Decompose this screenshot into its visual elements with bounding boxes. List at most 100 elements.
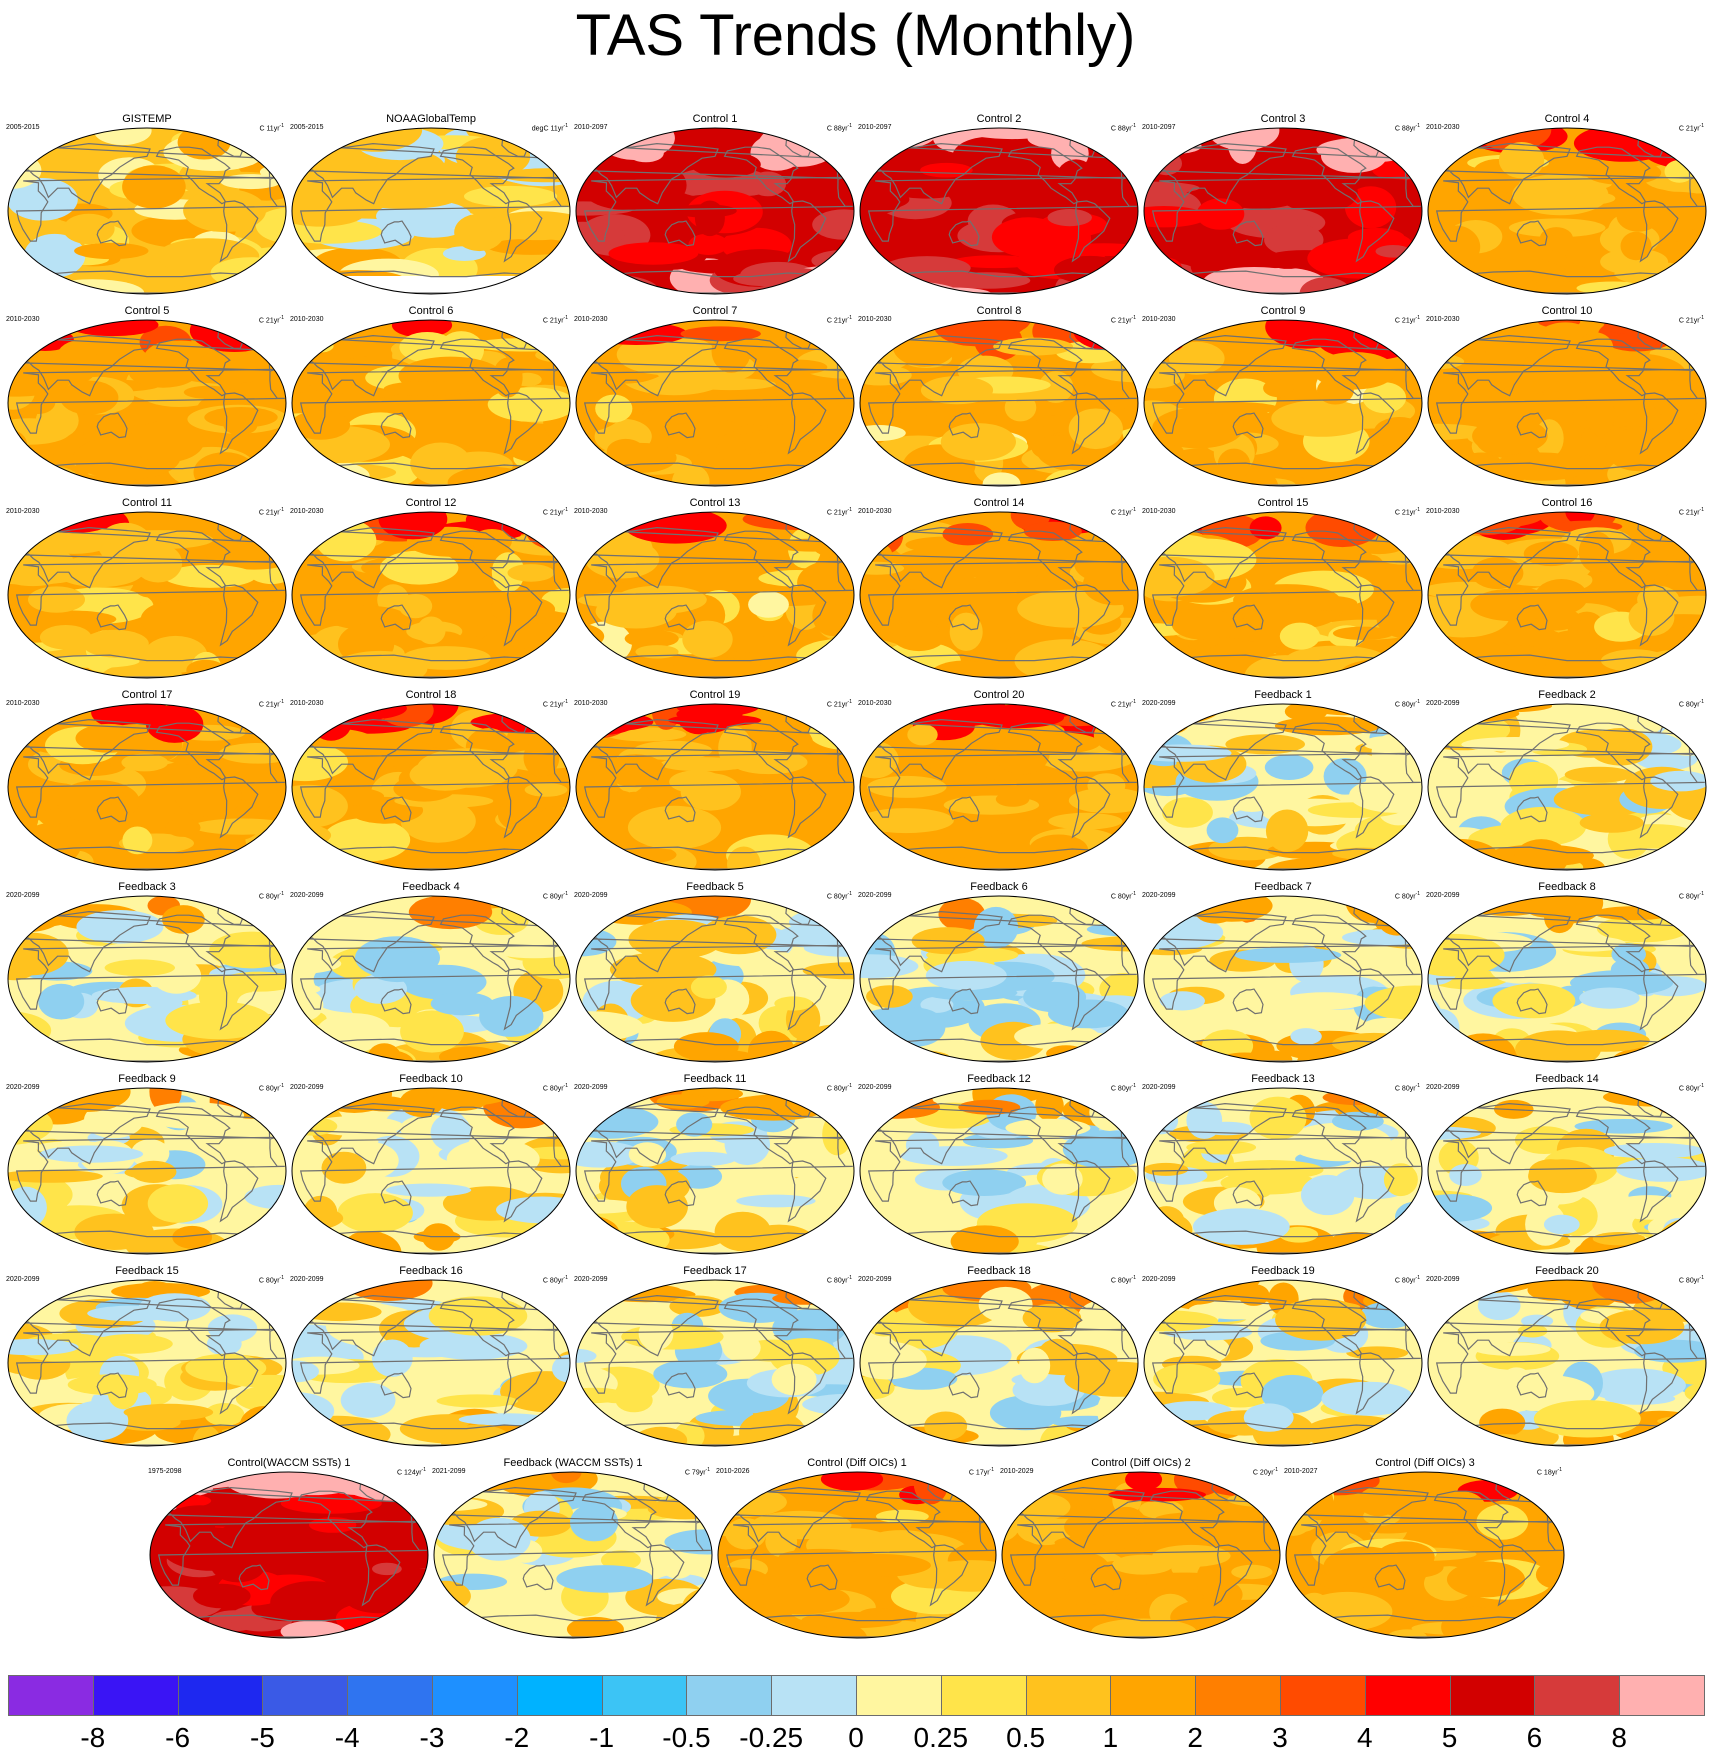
coastline	[1575, 1298, 1651, 1357]
map-field-cell	[1022, 1303, 1082, 1333]
panel-title: Control(WACCM SSTs) 1	[227, 1457, 351, 1469]
colorbar-swatch	[1364, 1675, 1451, 1716]
coastline	[1151, 944, 1421, 1010]
coastline	[1433, 1490, 1509, 1549]
colorbar-swatch	[347, 1675, 433, 1716]
coastline	[1516, 1372, 1548, 1399]
panel-units-label: C 21yr	[258, 701, 280, 709]
colorbar-tick-label: -0.25	[739, 1722, 804, 1753]
colorbar-swatch	[940, 1675, 1027, 1716]
colorbar-tick-label: 6	[1526, 1722, 1543, 1753]
coastline	[96, 412, 128, 439]
map-field-cell	[922, 1560, 996, 1592]
panel-units: C 21yr-1	[1679, 122, 1704, 133]
map-field-cell	[292, 219, 382, 244]
map-field-cell	[527, 1565, 561, 1596]
panel-title: Feedback 15	[115, 1265, 179, 1277]
map-field-cell	[500, 168, 570, 183]
map-field-cell	[624, 629, 679, 648]
panel-units: C 21yr-1	[543, 314, 568, 325]
map-field-cell	[1535, 1560, 1564, 1589]
map-field-cell	[207, 1314, 258, 1343]
coastline	[1007, 146, 1083, 205]
map-field-cell	[1054, 255, 1126, 284]
colorbar-swatch	[92, 1675, 179, 1716]
panel-units-label: C 80yr	[542, 1085, 564, 1093]
map-field-cell	[1206, 817, 1239, 844]
map-border	[1427, 895, 1707, 1063]
robinson-map	[575, 1279, 855, 1447]
coastline	[1457, 1422, 1677, 1446]
panel-units-label: C 21yr	[1678, 509, 1700, 517]
map-field-cell	[1428, 512, 1474, 524]
coastline	[723, 722, 799, 781]
map-field-cell	[430, 992, 494, 1016]
robinson-map	[717, 1471, 997, 1639]
map-field-cell	[628, 919, 724, 960]
map-field-cell	[298, 1302, 382, 1322]
coastline	[439, 530, 515, 589]
panel-title: Feedback 18	[967, 1265, 1031, 1277]
map-field-cell	[530, 466, 561, 486]
panel-units-exponent: -1	[1415, 315, 1420, 321]
map-field-cell	[492, 357, 523, 398]
coastline	[439, 1106, 515, 1165]
panel-units-label: C 80yr	[1678, 1085, 1700, 1093]
panel-units-exponent: -1	[563, 1275, 568, 1281]
coastline	[583, 560, 853, 626]
panel-period: 2020-2099	[1426, 892, 1460, 899]
map-field-cell	[317, 1013, 391, 1048]
map-field-cell	[1249, 516, 1282, 540]
colorbar-swatch	[1025, 1675, 1112, 1716]
panel-units-label: C 80yr	[1110, 893, 1132, 901]
map-field-cell	[210, 1546, 266, 1583]
panel-units: C 21yr-1	[259, 314, 284, 325]
panel-units: C 21yr-1	[543, 698, 568, 709]
map-field-cell	[74, 242, 149, 260]
panel-units-label: C 18yr	[1536, 1469, 1558, 1477]
map-field-cell	[337, 1193, 413, 1233]
map-field-cell	[1085, 1040, 1127, 1062]
coastline	[380, 988, 412, 1015]
map-field-cell	[1254, 1050, 1293, 1062]
map-panel: Control 6 2010-2030 C 21yr-1	[290, 305, 572, 489]
map-panel: Feedback 17 2020-2099 C 80yr-1	[574, 1265, 856, 1449]
coastline	[179, 1614, 399, 1638]
map-field-cell	[659, 757, 748, 772]
map-field-cell	[682, 620, 733, 658]
map-field-cell	[938, 897, 986, 931]
robinson-map	[1001, 1471, 1281, 1639]
map-panel: Control 4 2010-2030 C 21yr-1	[1426, 113, 1708, 297]
coastline	[1291, 338, 1367, 397]
map-field-cell	[349, 1231, 382, 1245]
map-field-cell	[812, 595, 853, 636]
panel-units-label: C 20yr	[1252, 1469, 1274, 1477]
map-field-cell	[1603, 320, 1662, 335]
map-field-cell	[1588, 728, 1653, 766]
map-field-cell	[1002, 1538, 1046, 1579]
panel-units: C 21yr-1	[827, 698, 852, 709]
coastline	[723, 338, 799, 397]
map-field-cell	[204, 1403, 245, 1426]
panel-units-exponent: -1	[1415, 123, 1420, 129]
coastline	[1007, 722, 1083, 781]
coastline	[889, 1422, 1109, 1446]
map-field-cell	[932, 856, 1032, 870]
map-field-cell	[907, 724, 938, 746]
map-field-cell	[1500, 806, 1587, 846]
panel-units: C 80yr-1	[259, 1274, 284, 1285]
map-field-cell	[1484, 331, 1533, 364]
coastline	[664, 220, 696, 247]
map-field-cell	[1268, 253, 1307, 269]
coastline	[1007, 1106, 1083, 1165]
map-field-cell	[1332, 626, 1394, 640]
map-field-cell	[1072, 275, 1138, 294]
coastline	[37, 1422, 257, 1446]
map-field-cell	[524, 783, 568, 797]
map-field-cell	[1048, 812, 1123, 830]
map-field-cell	[771, 860, 822, 870]
panel-units-label: C 80yr	[542, 893, 564, 901]
map-panel: GISTEMP 2005-2015 C 11yr-1	[6, 113, 288, 297]
coastline	[1575, 530, 1651, 589]
map-border	[859, 127, 1139, 295]
